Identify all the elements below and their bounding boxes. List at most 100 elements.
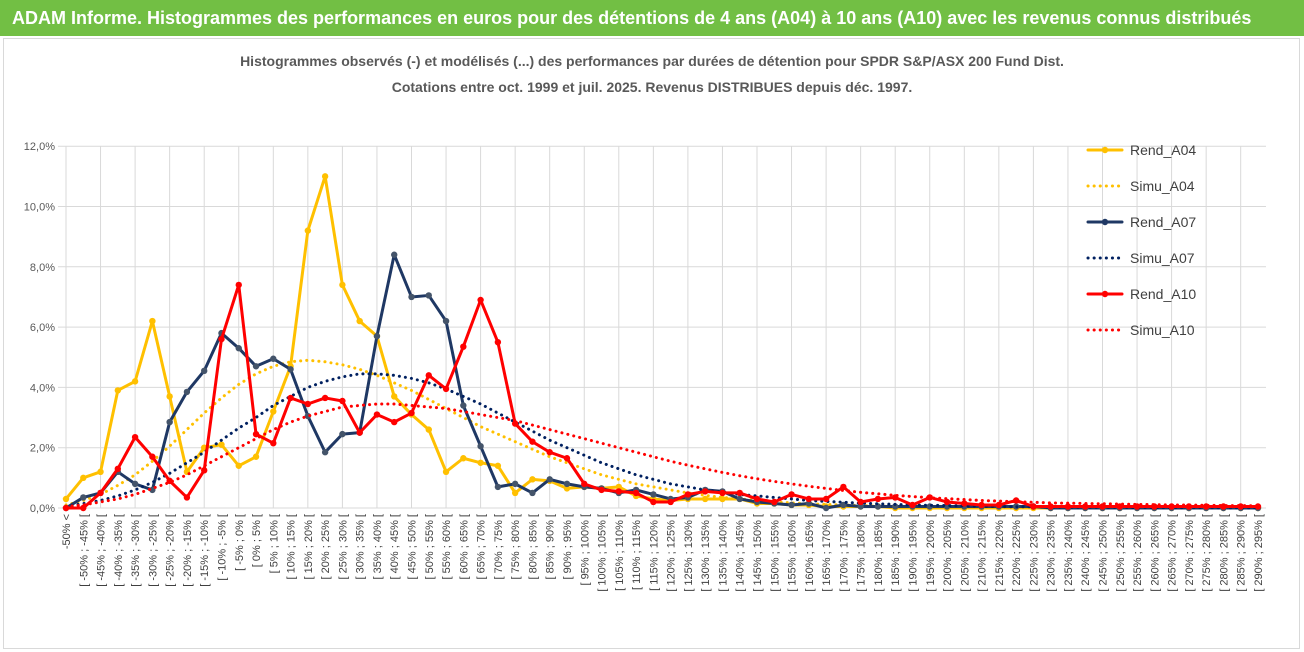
x-tick-label: [ 60% ; 65% [	[458, 514, 470, 579]
chart-frame	[3, 38, 1300, 649]
x-tick-label: [ 130% ; 135% [	[700, 514, 712, 592]
chart-subtitle: Cotations entre oct. 1999 et juil. 2025.…	[391, 79, 913, 95]
x-tick-label: [ 0% ; 5% [	[251, 514, 263, 567]
data-point	[442, 468, 450, 476]
x-tick-label: [ 255% ; 260% [	[1132, 514, 1144, 592]
data-point	[511, 420, 519, 427]
x-tick-label: [ 170% ; 175% [	[838, 514, 850, 592]
data-point	[926, 494, 933, 501]
data-point	[961, 500, 968, 507]
data-point	[252, 430, 260, 438]
x-tick-label: [ -40% ; -35% [	[113, 514, 125, 587]
x-tick-label: [ 140% ; 145% [	[735, 514, 747, 592]
series-line-simu-a10	[64, 402, 1260, 508]
legend-marker	[1101, 146, 1109, 154]
data-point	[356, 429, 363, 436]
data-point	[460, 402, 467, 409]
x-tick-label: [ 190% ; 195% [	[907, 514, 919, 592]
legend-label: Simu_A07	[1130, 250, 1195, 266]
series-line-simu-a04	[64, 358, 1260, 510]
data-point	[511, 480, 519, 488]
data-point	[235, 281, 242, 289]
data-point	[166, 477, 173, 485]
x-tick-label: [ 280% ; 285% [	[1218, 514, 1230, 592]
data-point	[114, 465, 122, 473]
data-point	[840, 501, 847, 509]
data-point	[494, 462, 502, 469]
y-tick-label: 12,0%	[24, 141, 55, 153]
data-point	[529, 489, 536, 497]
data-point	[598, 486, 605, 494]
data-point	[425, 426, 432, 433]
data-point	[874, 495, 882, 503]
x-tick-label: [ 145% ; 150% [	[752, 514, 764, 592]
y-tick-label: 2,0%	[30, 443, 55, 455]
data-point	[563, 455, 571, 462]
chart-title: Histogrammes observés (-) et modélisés (…	[240, 53, 1064, 69]
data-point	[477, 296, 484, 304]
y-tick-label: 10,0%	[24, 202, 55, 214]
data-point	[494, 338, 502, 346]
data-point	[235, 462, 242, 469]
data-point	[391, 251, 398, 258]
data-point	[97, 468, 104, 476]
data-point	[339, 397, 346, 405]
x-tick-label: [ 165% ; 170% [	[821, 514, 833, 592]
legend-label: Rend_A07	[1130, 214, 1196, 230]
data-point	[114, 387, 122, 394]
y-tick-label: 4,0%	[30, 382, 55, 394]
data-point	[149, 453, 156, 460]
data-point	[581, 480, 588, 488]
data-point	[321, 394, 329, 402]
x-tick-label: [ 270% ; 275% [	[1184, 514, 1196, 592]
x-tick-label: [ 160% ; 165% [	[804, 514, 816, 592]
data-point	[615, 483, 622, 491]
x-tick-label: [ 95% ; 100% [	[579, 514, 591, 586]
x-tick-label: [ -20% ; -15% [	[182, 514, 194, 587]
data-point	[62, 495, 70, 503]
data-point	[477, 459, 484, 466]
x-tick-label: [ 110% ; 115% [	[631, 514, 643, 590]
x-tick-label: [ 220% ; 225% [	[1011, 514, 1023, 592]
data-point	[1030, 503, 1037, 510]
data-point	[218, 335, 225, 343]
data-point	[131, 433, 139, 441]
y-tick-label: 6,0%	[30, 322, 55, 334]
series-line-rend-a10	[64, 283, 1260, 510]
data-point	[270, 439, 277, 447]
data-point	[563, 480, 571, 488]
legend-label: Rend_A10	[1130, 286, 1196, 302]
data-point	[494, 483, 502, 491]
x-tick-label: [ 55% ; 60% [	[441, 514, 453, 579]
data-point	[753, 495, 761, 503]
data-point	[218, 441, 225, 448]
data-point	[632, 489, 640, 497]
data-point	[287, 394, 294, 402]
x-tick-label: [ 100% ; 105% [	[597, 514, 609, 592]
x-tick-label: [ 215% ; 220% [	[994, 514, 1006, 592]
data-point	[788, 501, 795, 509]
x-tick-label: [ -45% ; -40% [	[96, 514, 108, 587]
data-point	[857, 498, 864, 506]
data-point	[149, 317, 156, 325]
x-tick-label: [ 25% ; 30% [	[337, 514, 349, 579]
x-tick-label: [ -10% ; -5% [	[216, 514, 228, 581]
x-tick-label: [ 200% ; 205% [	[942, 514, 954, 592]
data-point	[321, 173, 329, 180]
data-point	[650, 498, 657, 506]
x-tick-label: [ 90% ; 95% [	[562, 514, 574, 579]
x-tick-label: [ -50% ; -45% [	[78, 514, 90, 587]
data-point	[736, 495, 743, 503]
x-tick-label: [ 135% ; 140% [	[717, 514, 729, 592]
y-tick-label: 8,0%	[30, 262, 55, 274]
x-tick-label: [ 290% ; 295% [	[1253, 514, 1265, 592]
data-point	[1064, 503, 1072, 510]
data-point	[97, 489, 104, 497]
x-tick-label: [ 150% ; 155% [	[769, 514, 781, 592]
x-tick-label: [ 120% ; 125% [	[666, 514, 678, 592]
data-point	[546, 449, 553, 456]
data-point	[80, 494, 87, 501]
x-tick-label: [ 105% ; 110% [	[614, 514, 626, 591]
data-point	[183, 388, 191, 396]
